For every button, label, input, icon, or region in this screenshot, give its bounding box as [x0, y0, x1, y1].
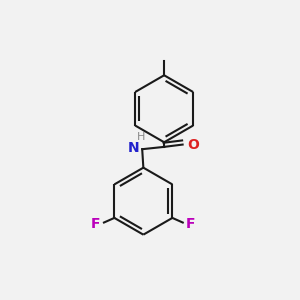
- Text: N: N: [128, 141, 140, 155]
- Text: F: F: [91, 217, 100, 231]
- Text: F: F: [186, 217, 196, 231]
- Text: H: H: [137, 132, 145, 142]
- Text: O: O: [188, 138, 200, 152]
